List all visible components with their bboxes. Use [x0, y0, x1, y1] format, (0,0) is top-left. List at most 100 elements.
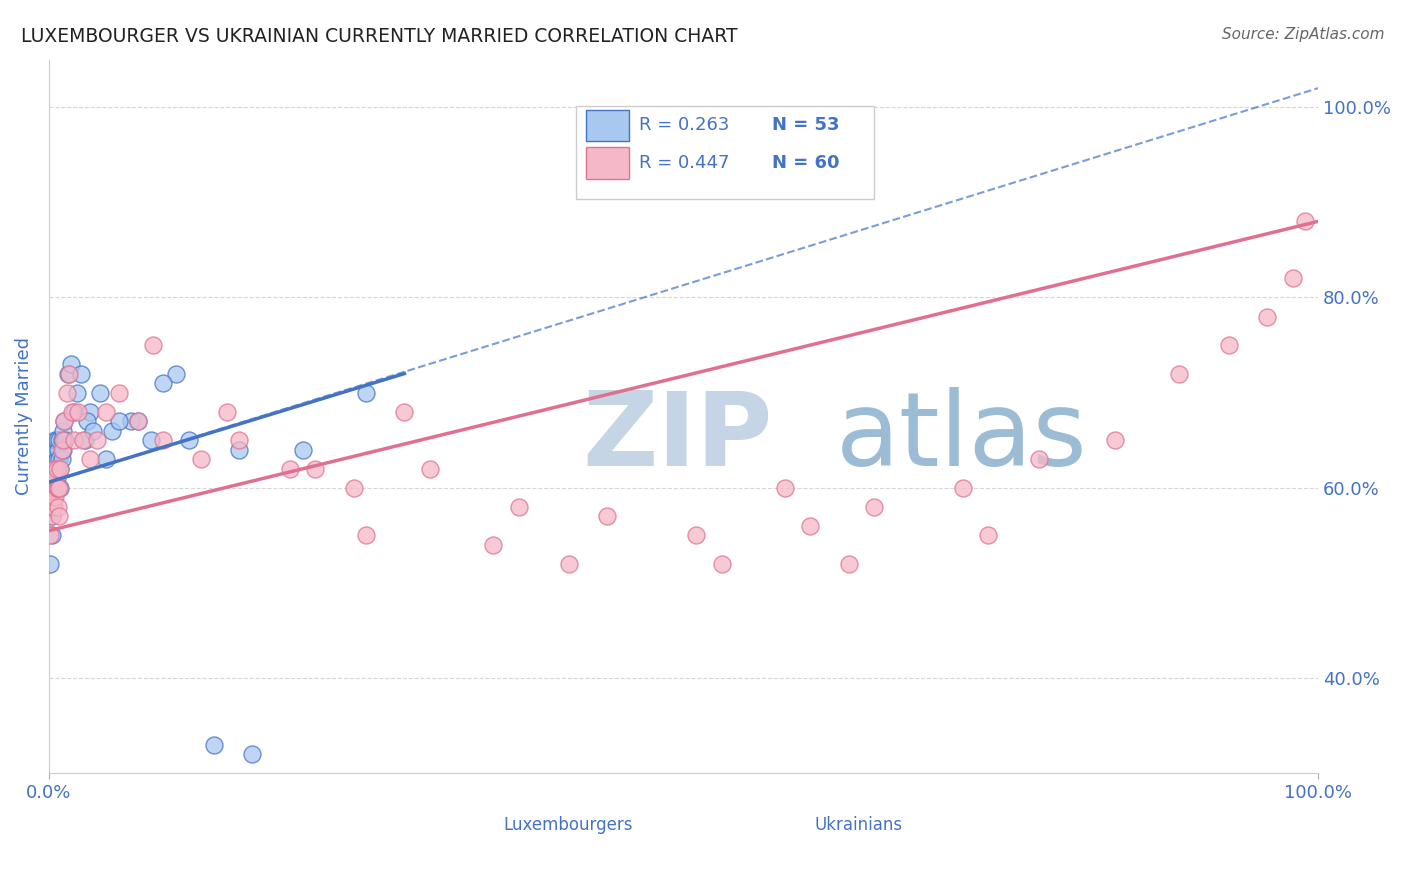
Point [48, 452, 70, 467]
FancyBboxPatch shape [586, 110, 628, 141]
Point [41, 528, 63, 542]
Point [291, 442, 314, 457]
Point [58, 367, 80, 381]
FancyBboxPatch shape [586, 147, 628, 178]
Point [1104, 434, 1126, 448]
Text: N = 60: N = 60 [772, 154, 839, 172]
Point [215, 405, 238, 419]
Point [977, 528, 1000, 542]
Point [63, 405, 86, 419]
Point [42, 481, 65, 495]
Point [127, 414, 149, 428]
Point [49, 462, 72, 476]
Point [240, 747, 263, 762]
Point [76, 414, 98, 428]
Text: R = 0.263: R = 0.263 [640, 116, 730, 135]
Point [107, 385, 129, 400]
Point [558, 557, 581, 571]
Point [79, 452, 101, 467]
Point [152, 376, 174, 391]
Point [773, 481, 796, 495]
Point [863, 500, 886, 514]
Point [482, 538, 505, 552]
Point [53, 414, 76, 428]
Text: R = 0.447: R = 0.447 [640, 154, 730, 172]
Text: Luxembourgers: Luxembourgers [503, 816, 633, 834]
Point [42, 452, 65, 467]
Text: Ukrainians: Ukrainians [814, 816, 903, 834]
Point [394, 405, 416, 419]
Point [142, 338, 165, 352]
Text: N = 53: N = 53 [772, 116, 839, 135]
Point [838, 557, 860, 571]
Point [799, 519, 821, 533]
Point [42, 462, 65, 476]
FancyBboxPatch shape [453, 814, 494, 838]
Point [63, 434, 86, 448]
Point [73, 434, 96, 448]
Point [685, 528, 707, 542]
Point [304, 462, 326, 476]
Point [1218, 338, 1240, 352]
Point [41, 509, 63, 524]
Point [44, 471, 66, 485]
Point [42, 500, 65, 514]
Point [177, 434, 200, 448]
Point [139, 434, 162, 448]
Point [86, 434, 108, 448]
Point [45, 462, 67, 476]
Point [1294, 214, 1316, 228]
Point [48, 434, 70, 448]
Point [356, 385, 378, 400]
Point [41, 500, 63, 514]
Point [51, 452, 73, 467]
Point [165, 367, 187, 381]
Point [952, 481, 974, 495]
Point [39, 528, 62, 542]
Point [69, 367, 91, 381]
Point [55, 434, 77, 448]
Point [190, 452, 212, 467]
Point [52, 442, 75, 457]
Point [127, 414, 149, 428]
Point [1167, 367, 1189, 381]
Point [46, 500, 69, 514]
Point [94, 405, 117, 419]
Point [228, 434, 250, 448]
Point [228, 442, 250, 457]
Point [42, 481, 65, 495]
Y-axis label: Currently Married: Currently Married [15, 337, 32, 495]
Point [342, 481, 364, 495]
Point [42, 462, 65, 476]
Point [107, 414, 129, 428]
Point [67, 405, 90, 419]
Point [72, 434, 94, 448]
Point [56, 367, 79, 381]
Point [710, 557, 733, 571]
Point [82, 424, 104, 438]
Point [59, 357, 82, 371]
Point [44, 442, 66, 457]
Point [1281, 271, 1303, 285]
Point [45, 452, 67, 467]
Point [419, 462, 441, 476]
Text: LUXEMBOURGER VS UKRAINIAN CURRENTLY MARRIED CORRELATION CHART: LUXEMBOURGER VS UKRAINIAN CURRENTLY MARR… [21, 27, 738, 45]
Point [356, 528, 378, 542]
Point [596, 509, 619, 524]
Point [51, 434, 73, 448]
Point [89, 385, 111, 400]
Point [121, 414, 143, 428]
Point [52, 424, 75, 438]
Point [79, 405, 101, 419]
Point [60, 405, 83, 419]
FancyBboxPatch shape [575, 106, 875, 199]
Point [66, 385, 89, 400]
Point [53, 414, 76, 428]
Point [202, 738, 225, 752]
Point [46, 442, 69, 457]
Point [42, 500, 65, 514]
Point [46, 462, 69, 476]
Point [41, 509, 63, 524]
Point [42, 471, 65, 485]
Point [49, 462, 72, 476]
